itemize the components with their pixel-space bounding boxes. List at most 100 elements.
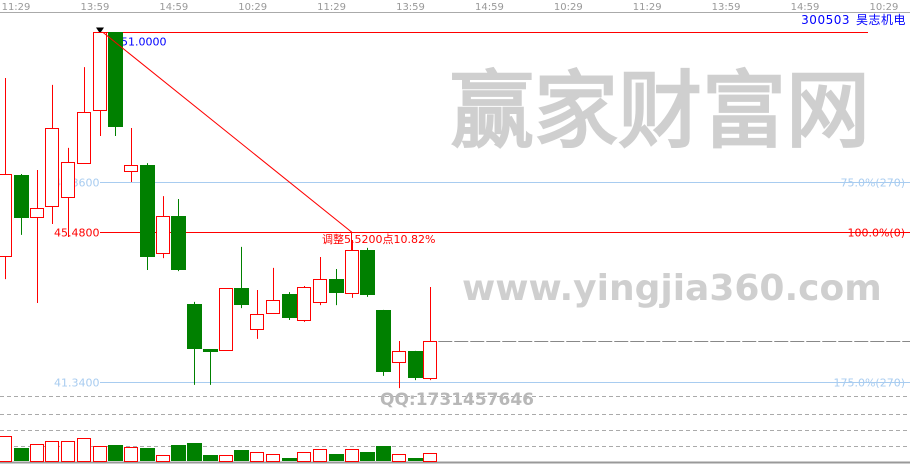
volume-bar-up bbox=[297, 452, 311, 462]
level-right-label: 75.0%(270) bbox=[840, 177, 905, 190]
candle bbox=[124, 128, 138, 182]
volume-bar-up bbox=[156, 455, 170, 462]
candle-body-down bbox=[14, 175, 29, 218]
candle-body-down bbox=[140, 165, 155, 257]
candle-body-down bbox=[171, 216, 186, 270]
high-price-label: 51.0000 bbox=[121, 36, 167, 49]
level-left-label: 46.8600 bbox=[54, 177, 100, 190]
time-tick-label: 13:59 bbox=[396, 2, 425, 13]
time-tick-label: 10:29 bbox=[554, 2, 583, 13]
candle-body-up bbox=[266, 300, 280, 314]
volume-bar-up bbox=[45, 441, 59, 462]
volume-bar-down bbox=[408, 458, 423, 461]
candle-body-down bbox=[203, 349, 218, 352]
volume-bar-up bbox=[77, 438, 91, 462]
watermark-qq: QQ:1731457646 bbox=[380, 390, 534, 410]
time-tick-label: 10:29 bbox=[238, 2, 267, 13]
volume-bar-down bbox=[234, 450, 249, 461]
time-axis: 11:29 13:59 14:59 10:29 11:29 13:59 14:59 10:29… bbox=[0, 2, 910, 13]
candle bbox=[219, 288, 233, 351]
candle-body-up bbox=[219, 288, 233, 351]
time-tick-label: 14:59 bbox=[475, 2, 504, 13]
volume-bar-down bbox=[14, 448, 29, 461]
candle bbox=[282, 292, 297, 321]
high-marker-icon bbox=[96, 27, 104, 34]
level-right-label: 100.0%(0) bbox=[847, 227, 905, 240]
candle bbox=[0, 78, 12, 280]
volume-bar-down bbox=[140, 448, 155, 461]
candle bbox=[297, 285, 311, 322]
candle-body-up bbox=[345, 250, 359, 294]
candle-body-down bbox=[329, 279, 344, 293]
candle-body-down bbox=[360, 250, 375, 295]
volume-bars bbox=[0, 436, 437, 462]
volume-bar-up bbox=[266, 454, 280, 462]
candle-body-up bbox=[313, 279, 327, 303]
candle bbox=[45, 84, 59, 225]
volume-bar-down bbox=[360, 452, 375, 461]
candle-body-up bbox=[30, 208, 44, 218]
candle bbox=[30, 170, 44, 304]
candle-body-up bbox=[77, 112, 91, 164]
candle-body-up bbox=[392, 351, 406, 363]
volume-bar-up bbox=[30, 444, 44, 462]
volume-bar-up bbox=[423, 453, 437, 462]
volume-bar-up bbox=[219, 455, 233, 462]
time-tick-label: 13:59 bbox=[80, 2, 109, 13]
candles bbox=[0, 32, 910, 389]
volume-grid bbox=[0, 396, 910, 464]
candle bbox=[14, 174, 29, 235]
candle-body-up bbox=[423, 341, 437, 379]
candle-body-up bbox=[124, 165, 138, 172]
candle bbox=[329, 268, 344, 306]
candle-body-down bbox=[108, 32, 123, 127]
time-tick-label: 11:29 bbox=[2, 2, 31, 13]
candle bbox=[234, 246, 249, 309]
volume-bar-down bbox=[187, 443, 202, 461]
candle-body-up bbox=[61, 162, 75, 198]
volume-bar-up bbox=[0, 436, 12, 462]
candle bbox=[313, 256, 327, 306]
candle-body-up bbox=[45, 128, 59, 207]
level-left-label: 41.3400 bbox=[54, 377, 100, 390]
candle bbox=[423, 287, 437, 381]
candle-body-up bbox=[297, 287, 311, 321]
volume-bar-up bbox=[345, 449, 359, 462]
candle bbox=[392, 341, 406, 389]
candle-body-down bbox=[282, 294, 297, 318]
volume-bar-down bbox=[282, 458, 297, 461]
time-tick-label: 10:29 bbox=[869, 2, 898, 13]
candle bbox=[77, 67, 91, 164]
watermark: 赢家财富网 www.yingjia360.com bbox=[450, 62, 882, 309]
time-tick-label: 14:59 bbox=[791, 2, 820, 13]
candle bbox=[360, 247, 375, 297]
candle bbox=[266, 267, 280, 314]
candle bbox=[140, 163, 155, 271]
candle bbox=[61, 147, 75, 238]
candle bbox=[250, 289, 264, 339]
time-tick-label: 14:59 bbox=[159, 2, 188, 13]
time-tick-label: 13:59 bbox=[712, 2, 741, 13]
volume-bar-down bbox=[203, 455, 218, 461]
adjustment-line bbox=[102, 31, 352, 251]
candle-body-down bbox=[234, 288, 249, 305]
volume-bar-up bbox=[250, 452, 264, 462]
volume-bar-up bbox=[392, 454, 406, 462]
candle-body-up bbox=[93, 32, 107, 111]
time-tick-label: 11:29 bbox=[633, 2, 662, 13]
watermark-site: www.yingjia360.com bbox=[462, 268, 882, 309]
stock-code: 300503 bbox=[801, 13, 850, 27]
candle bbox=[408, 350, 423, 381]
time-tick-label: 11:29 bbox=[317, 2, 346, 13]
volume-bar-down bbox=[108, 445, 123, 461]
level-right-label: 175.0%(270) bbox=[833, 377, 905, 390]
adjustment-label: 调整5.5200点10.82% bbox=[322, 232, 435, 246]
volume-bar-up bbox=[61, 441, 75, 462]
stock-title: 300503 昊志机电 bbox=[795, 11, 906, 28]
candle bbox=[376, 309, 391, 376]
candle-body-down bbox=[408, 351, 423, 378]
candle bbox=[108, 32, 123, 136]
candle-body-down bbox=[187, 304, 202, 349]
candle-body-up bbox=[0, 174, 12, 257]
